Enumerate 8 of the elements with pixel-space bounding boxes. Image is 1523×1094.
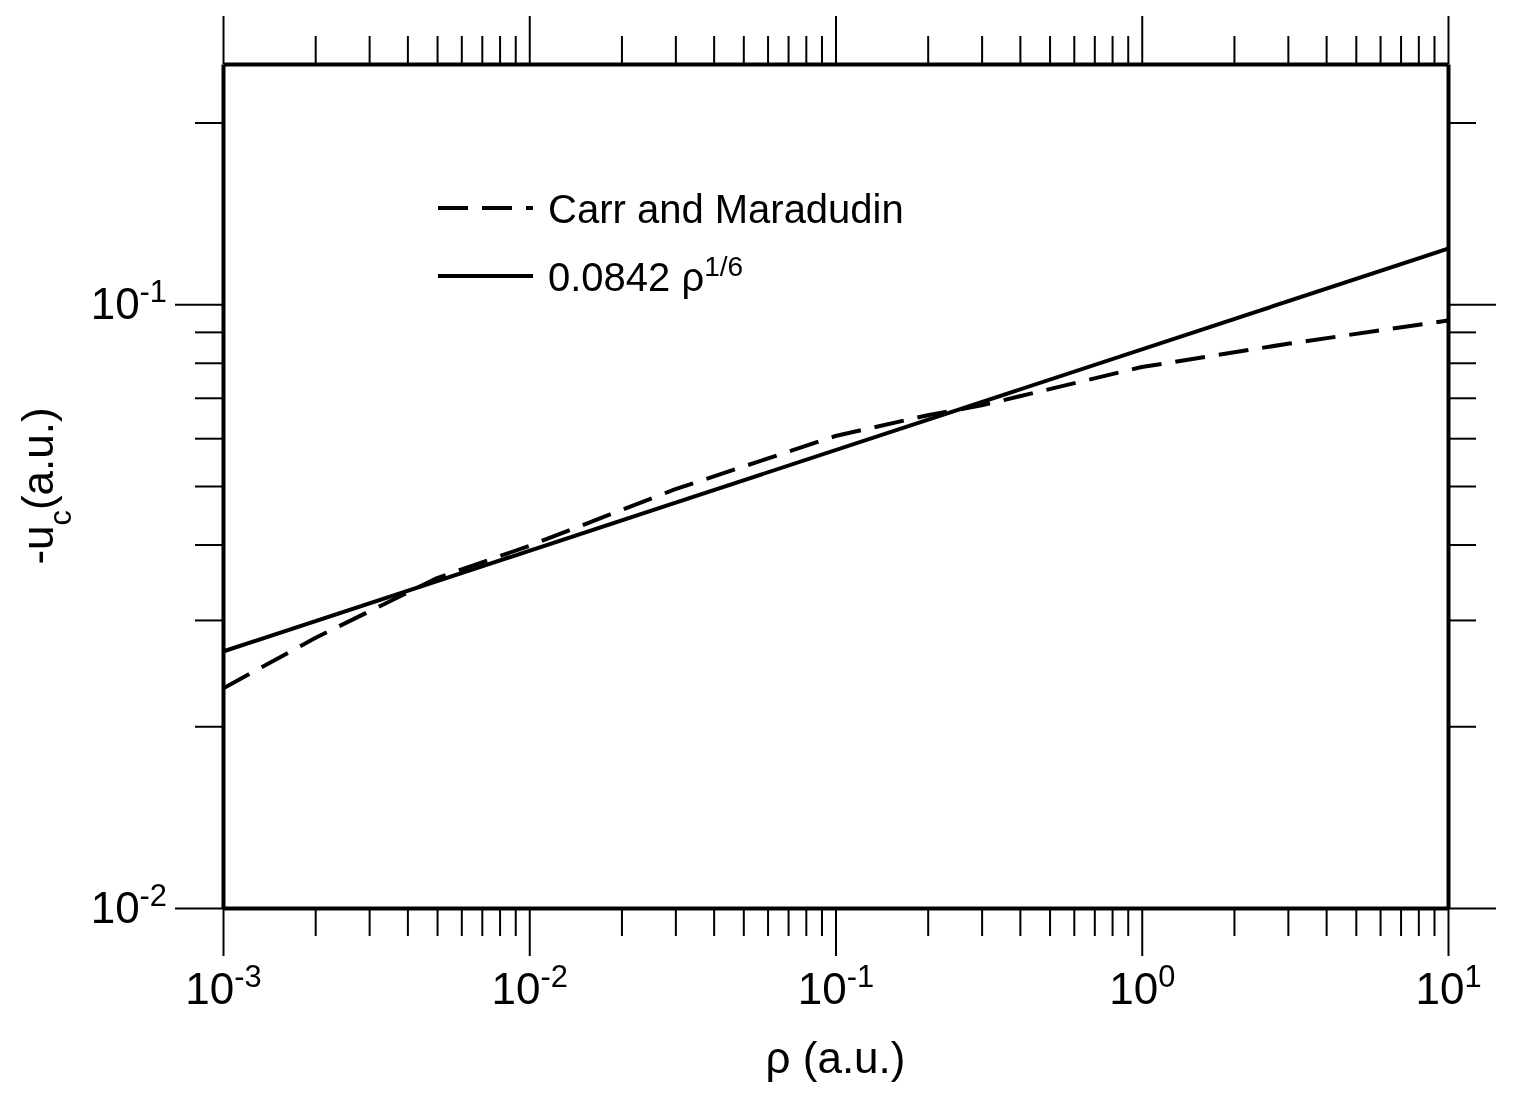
x-tick-label: 10$^{1}$ bbox=[1415, 958, 1482, 1013]
legend-label: Carr and Maradudin bbox=[548, 187, 904, 231]
x-tick-label: 10$^{0}$ bbox=[1109, 958, 1176, 1013]
x-tick-label: 10$^{-2}$ bbox=[491, 958, 568, 1013]
x-tick-label: 10$^{-3}$ bbox=[185, 958, 262, 1013]
legend-label: 0.0842 ρ$^{1/6}$ bbox=[548, 250, 744, 299]
x-tick-label: 10$^{-1}$ bbox=[797, 958, 875, 1013]
x-axis-title: ρ (a.u.) bbox=[765, 1033, 906, 1082]
